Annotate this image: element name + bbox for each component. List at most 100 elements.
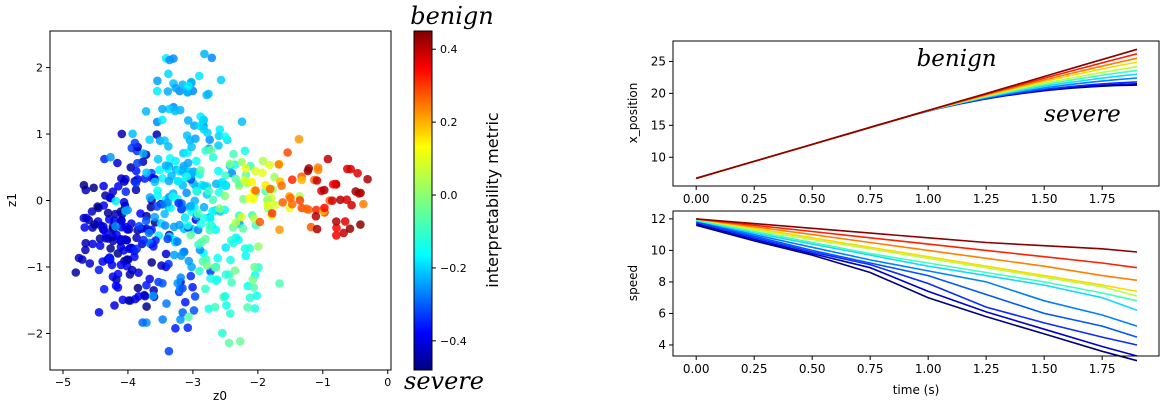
speed-y-tick-label: 10 — [651, 243, 666, 257]
scatter-point — [132, 244, 141, 254]
x-position-series-line — [695, 48, 1138, 180]
colorbar-label: interpretability metric — [483, 112, 502, 287]
scatter-point — [163, 234, 172, 244]
x-position-x-tick-label: 0.50 — [799, 192, 826, 206]
scatter-point — [237, 117, 247, 126]
scatter-point — [241, 164, 251, 173]
x-position-x-tick-label: 0.25 — [741, 192, 768, 206]
scatter-point — [208, 206, 217, 216]
scatter-point — [133, 283, 143, 293]
scatter-point — [183, 116, 193, 125]
scatter-point — [206, 274, 215, 283]
scatter-point — [283, 148, 292, 157]
scatter-point — [224, 338, 234, 348]
speed-x-axis-label: time (s) — [893, 383, 940, 397]
scatter-point — [95, 241, 105, 250]
scatter-point — [85, 259, 95, 268]
scatter-point — [128, 129, 137, 139]
scatter-point — [173, 177, 183, 186]
scatter-point — [80, 223, 89, 232]
x-position-x-tick-label: 1.75 — [1089, 192, 1116, 206]
scatter-x-tick-label: −2 — [250, 376, 266, 389]
scatter-point — [277, 181, 286, 190]
speed-series-line — [695, 221, 1138, 346]
x-position-x-ticks: 0.00 0.25 0.50 0.75 1.00 1.25 1.50 1.75 — [683, 186, 1116, 206]
scatter-point — [157, 261, 166, 270]
x-position-axes-frame — [672, 40, 1160, 187]
scatter-point — [251, 186, 260, 195]
speed-series-line — [696, 219, 1138, 312]
scatter-y-tick-label: 2 — [36, 62, 43, 75]
scatter-point — [323, 154, 333, 164]
scatter-point — [278, 198, 288, 207]
colorbar-tick-label: 0.0 — [440, 189, 458, 202]
scatter-point — [214, 131, 224, 141]
x-position-x-tick-label: 1.50 — [1031, 192, 1058, 206]
scatter-point — [240, 146, 250, 156]
scatter-point — [212, 275, 222, 284]
scatter-point — [221, 243, 230, 252]
scatter-point — [117, 129, 127, 139]
x-position-series-line — [695, 83, 1138, 180]
scatter-y-tick-label: 1 — [36, 128, 43, 141]
scatter-x-tick-label: 0 — [384, 376, 391, 389]
scatter-point — [197, 237, 206, 247]
scatter-point — [140, 291, 150, 301]
speed-y-tick-label: 12 — [651, 212, 666, 226]
scatter-point — [144, 228, 154, 238]
scatter-point — [263, 201, 273, 211]
scatter-point — [161, 161, 171, 170]
scatter-point — [192, 156, 201, 166]
scatter-point — [240, 176, 249, 185]
speed-chart: 0.00 0.25 0.50 0.75 1.00 1.25 1.50 1.75 4 6 8 10 12… — [626, 210, 1160, 397]
scatter-point — [113, 269, 123, 279]
scatter-point — [252, 291, 262, 301]
colorbar-gradient — [413, 30, 433, 371]
scatter-point — [111, 209, 120, 219]
speed-series-line — [695, 222, 1138, 357]
scatter-point — [147, 258, 156, 267]
speed-lines — [695, 218, 1138, 362]
scatter-point — [353, 168, 362, 178]
scatter-point — [142, 302, 151, 311]
speed-series-line — [696, 218, 1138, 293]
scatter-point — [117, 216, 126, 225]
scatter-point — [81, 238, 90, 248]
x-position-y-ticks: 10 15 20 25 — [651, 54, 673, 164]
scatter-point — [160, 221, 170, 230]
scatter-point — [336, 195, 345, 205]
scatter-point — [174, 198, 183, 208]
scatter-point — [171, 324, 180, 333]
scatter-point — [359, 199, 368, 209]
scatter-point — [199, 125, 208, 134]
scatter-point — [131, 178, 141, 188]
scatter-point — [193, 209, 203, 218]
scatter-point — [240, 244, 250, 253]
x-position-y-tick-label: 15 — [651, 118, 666, 132]
scatter-point — [99, 284, 109, 294]
scatter-point — [81, 245, 90, 255]
scatter-point — [189, 306, 199, 315]
colorbar-bottom-label: severe — [404, 367, 484, 395]
scatter-point — [93, 202, 102, 211]
scatter-y-tick-label: −1 — [27, 261, 43, 274]
scatter-point — [225, 309, 235, 318]
scatter-point — [127, 219, 136, 228]
scatter-point — [152, 86, 162, 96]
scatter-point — [220, 191, 230, 201]
scatter-point — [255, 217, 265, 227]
scatter-point — [196, 166, 205, 175]
speed-y-axis-label: speed — [626, 265, 640, 301]
speed-x-tick-label: 0.50 — [799, 362, 826, 376]
x-position-series-line — [695, 77, 1138, 180]
scatter-point — [186, 271, 196, 281]
scatter-point — [302, 204, 311, 213]
scatter-point — [103, 208, 113, 218]
scatter-point — [218, 328, 227, 338]
scatter-point — [312, 205, 321, 215]
scatter-point — [267, 209, 277, 218]
scatter-point — [90, 220, 99, 229]
scatter-point — [111, 222, 120, 231]
scatter-point — [270, 200, 280, 210]
